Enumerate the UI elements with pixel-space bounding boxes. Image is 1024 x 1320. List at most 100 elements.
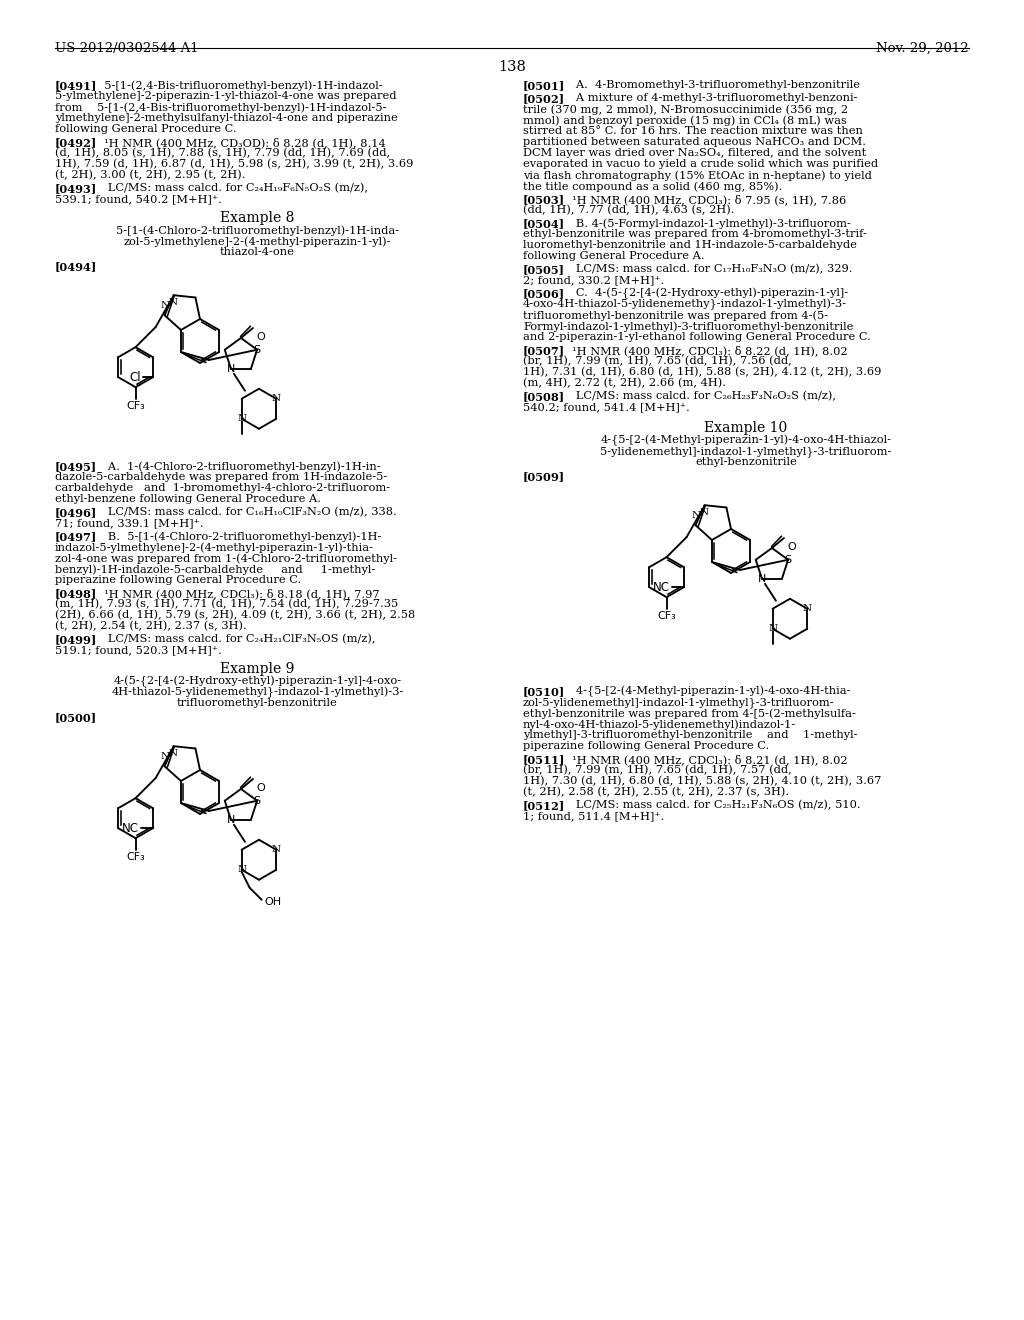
Text: (t, 2H), 3.00 (t, 2H), 2.95 (t, 2H).: (t, 2H), 3.00 (t, 2H), 2.95 (t, 2H). (55, 170, 246, 181)
Text: from    5-[1-(2,4-Bis-trifluoromethyl-benzyl)-1H-indazol-5-: from 5-[1-(2,4-Bis-trifluoromethyl-benzy… (55, 102, 386, 112)
Text: 4-{5-[2-(4-Methyl-piperazin-1-yl)-4-oxo-4H-thia-: 4-{5-[2-(4-Methyl-piperazin-1-yl)-4-oxo-… (565, 686, 851, 697)
Text: (dd, 1H), 7.77 (dd, 1H), 4.63 (s, 2H).: (dd, 1H), 7.77 (dd, 1H), 4.63 (s, 2H). (523, 205, 734, 215)
Text: [0504]: [0504] (523, 218, 565, 228)
Text: [0497]: [0497] (55, 531, 97, 543)
Text: and 2-piperazin-1-yl-ethanol following General Procedure C.: and 2-piperazin-1-yl-ethanol following G… (523, 333, 870, 342)
Text: C.  4-(5-{2-[4-(2-Hydroxy-ethyl)-piperazin-1-yl]-: C. 4-(5-{2-[4-(2-Hydroxy-ethyl)-piperazi… (565, 288, 848, 300)
Text: N: N (160, 752, 169, 762)
Text: N: N (226, 364, 236, 374)
Text: LC/MS: mass calcd. for C₂₄H₂₁ClF₃N₅OS (m/z),: LC/MS: mass calcd. for C₂₄H₂₁ClF₃N₅OS (m… (97, 634, 376, 644)
Text: Example 9: Example 9 (220, 663, 295, 676)
Text: B. 4-(5-Formyl-indazol-1-ylmethyl)-3-trifluorom-: B. 4-(5-Formyl-indazol-1-ylmethyl)-3-tri… (565, 218, 851, 228)
Text: LC/MS: mass calcd. for C₁₆H₁₀ClF₃N₂O (m/z), 338.: LC/MS: mass calcd. for C₁₆H₁₀ClF₃N₂O (m/… (97, 507, 396, 517)
Text: ¹H NMR (400 MHz, CDCl₃): δ 8.22 (d, 1H), 8.02: ¹H NMR (400 MHz, CDCl₃): δ 8.22 (d, 1H),… (565, 345, 848, 356)
Text: (m, 4H), 2.72 (t, 2H), 2.66 (m, 4H).: (m, 4H), 2.72 (t, 2H), 2.66 (m, 4H). (523, 378, 726, 388)
Text: [0493]: [0493] (55, 183, 97, 194)
Text: US 2012/0302544 A1: US 2012/0302544 A1 (55, 42, 199, 55)
Text: 1H), 7.59 (d, 1H), 6.87 (d, 1H), 5.98 (s, 2H), 3.99 (t, 2H), 3.69: 1H), 7.59 (d, 1H), 6.87 (d, 1H), 5.98 (s… (55, 158, 414, 169)
Text: thiazol-4-one: thiazol-4-one (220, 247, 295, 257)
Text: luoromethyl-benzonitrile and 1H-indazole-5-carbaldehyde: luoromethyl-benzonitrile and 1H-indazole… (523, 240, 857, 249)
Text: [0501]: [0501] (523, 81, 565, 91)
Text: ¹H NMR (400 MHz, CDCl₃): δ 7.95 (s, 1H), 7.86: ¹H NMR (400 MHz, CDCl₃): δ 7.95 (s, 1H),… (565, 194, 846, 205)
Text: following General Procedure C.: following General Procedure C. (55, 124, 237, 135)
Text: DCM layer was dried over Na₂SO₄, filtered, and the solvent: DCM layer was dried over Na₂SO₄, filtere… (523, 148, 866, 158)
Text: ethyl-benzonitrile was prepared from 4-[5-(2-methylsulfa-: ethyl-benzonitrile was prepared from 4-[… (523, 708, 856, 718)
Text: ¹H NMR (400 MHz, CD₃OD): δ 8.28 (d, 1H), 8.14: ¹H NMR (400 MHz, CD₃OD): δ 8.28 (d, 1H),… (97, 137, 386, 148)
Text: LC/MS: mass calcd. for C₂₄H₁₉F₆N₅O₂S (m/z),: LC/MS: mass calcd. for C₂₄H₁₉F₆N₅O₂S (m/… (97, 183, 368, 193)
Text: 5-[1-(2,4-Bis-trifluoromethyl-benzyl)-1H-indazol-: 5-[1-(2,4-Bis-trifluoromethyl-benzyl)-1H… (97, 81, 383, 91)
Text: nyl-4-oxo-4H-thiazol-5-ylidenemethyl)indazol-1-: nyl-4-oxo-4H-thiazol-5-ylidenemethyl)ind… (523, 719, 797, 730)
Text: 5-[1-(4-Chloro-2-trifluoromethyl-benzyl)-1H-inda-: 5-[1-(4-Chloro-2-trifluoromethyl-benzyl)… (116, 224, 399, 235)
Text: CF₃: CF₃ (126, 853, 145, 862)
Text: [0505]: [0505] (523, 264, 565, 275)
Text: Example 8: Example 8 (220, 211, 295, 224)
Text: Example 10: Example 10 (705, 421, 787, 436)
Text: Nov. 29, 2012: Nov. 29, 2012 (877, 42, 969, 55)
Text: [0506]: [0506] (523, 288, 565, 300)
Text: trifluoromethyl-benzonitrile: trifluoromethyl-benzonitrile (177, 698, 338, 708)
Text: 71; found, 339.1 [M+H]⁺.: 71; found, 339.1 [M+H]⁺. (55, 517, 204, 528)
Text: B.  5-[1-(4-Chloro-2-trifluoromethyl-benzyl)-1H-: B. 5-[1-(4-Chloro-2-trifluoromethyl-benz… (97, 531, 381, 541)
Text: (2H), 6.66 (d, 1H), 5.79 (s, 2H), 4.09 (t, 2H), 3.66 (t, 2H), 2.58: (2H), 6.66 (d, 1H), 5.79 (s, 2H), 4.09 (… (55, 610, 416, 620)
Text: [0496]: [0496] (55, 507, 97, 517)
Text: LC/MS: mass calcd. for C₁₇H₁₀F₃N₃O (m/z), 329.: LC/MS: mass calcd. for C₁₇H₁₀F₃N₃O (m/z)… (565, 264, 853, 275)
Text: (t, 2H), 2.58 (t, 2H), 2.55 (t, 2H), 2.37 (s, 3H).: (t, 2H), 2.58 (t, 2H), 2.55 (t, 2H), 2.3… (523, 787, 790, 797)
Text: ethyl-benzene following General Procedure A.: ethyl-benzene following General Procedur… (55, 494, 321, 504)
Text: [0510]: [0510] (523, 686, 565, 697)
Text: S: S (254, 345, 261, 355)
Text: O: O (256, 333, 264, 342)
Text: ¹H NMR (400 MHz, CDCl₃): δ 8.18 (d, 1H), 7.97: ¹H NMR (400 MHz, CDCl₃): δ 8.18 (d, 1H),… (97, 587, 380, 599)
Text: [0502]: [0502] (523, 92, 565, 104)
Text: ylmethylene]-2-methylsulfanyl-thiazol-4-one and piperazine: ylmethylene]-2-methylsulfanyl-thiazol-4-… (55, 114, 397, 123)
Text: ylmethyl]-3-trifluoromethyl-benzonitrile    and    1-methyl-: ylmethyl]-3-trifluoromethyl-benzonitrile… (523, 730, 857, 741)
Text: [0503]: [0503] (523, 194, 565, 205)
Text: trifluoromethyl-benzonitrile was prepared from 4-(5-: trifluoromethyl-benzonitrile was prepare… (523, 310, 828, 321)
Text: carbaldehyde   and  1-bromomethyl-4-chloro-2-trifluorom-: carbaldehyde and 1-bromomethyl-4-chloro-… (55, 483, 390, 492)
Text: O: O (787, 543, 796, 552)
Text: mmol) and benzoyl peroxide (15 mg) in CCl₄ (8 mL) was: mmol) and benzoyl peroxide (15 mg) in CC… (523, 115, 847, 125)
Text: (d, 1H), 8.05 (s, 1H), 7.88 (s, 1H), 7.79 (dd, 1H), 7.69 (dd,: (d, 1H), 8.05 (s, 1H), 7.88 (s, 1H), 7.7… (55, 148, 390, 158)
Text: [0495]: [0495] (55, 461, 97, 473)
Text: N: N (271, 845, 281, 854)
Text: [0494]: [0494] (55, 261, 97, 272)
Text: 4-{5-[2-(4-Methyl-piperazin-1-yl)-4-oxo-4H-thiazol-: 4-{5-[2-(4-Methyl-piperazin-1-yl)-4-oxo-… (600, 436, 892, 446)
Text: 138: 138 (498, 59, 526, 74)
Text: piperazine following General Procedure C.: piperazine following General Procedure C… (55, 576, 301, 585)
Text: [0500]: [0500] (55, 711, 97, 723)
Text: trile (370 mg, 2 mmol), N-Bromosuccinimide (356 mg, 2: trile (370 mg, 2 mmol), N-Bromosuccinimi… (523, 104, 848, 115)
Text: (m, 1H), 7.93 (s, 1H), 7.71 (d, 1H), 7.54 (dd, 1H), 7.29-7.35: (m, 1H), 7.93 (s, 1H), 7.71 (d, 1H), 7.5… (55, 599, 398, 610)
Text: N: N (238, 414, 246, 424)
Text: zol-5-ylmethylene]-2-(4-methyl-piperazin-1-yl)-: zol-5-ylmethylene]-2-(4-methyl-piperazin… (124, 236, 391, 247)
Text: zol-4-one was prepared from 1-(4-Chloro-2-trifluoromethyl-: zol-4-one was prepared from 1-(4-Chloro-… (55, 553, 397, 564)
Text: the title compound as a solid (460 mg, 85%).: the title compound as a solid (460 mg, 8… (523, 181, 782, 191)
Text: ethyl-benzonitrile: ethyl-benzonitrile (695, 457, 797, 467)
Text: 4H-thiazol-5-ylidenemethyl}-indazol-1-ylmethyl)-3-: 4H-thiazol-5-ylidenemethyl}-indazol-1-yl… (112, 686, 403, 698)
Text: Formyl-indazol-1-ylmethyl)-3-trifluoromethyl-benzonitrile: Formyl-indazol-1-ylmethyl)-3-trifluorome… (523, 321, 853, 331)
Text: [0492]: [0492] (55, 137, 97, 148)
Text: 1; found, 511.4 [M+H]⁺.: 1; found, 511.4 [M+H]⁺. (523, 810, 665, 821)
Text: [0509]: [0509] (523, 471, 565, 482)
Text: indazol-5-ylmethylene]-2-(4-methyl-piperazin-1-yl)-thia-: indazol-5-ylmethylene]-2-(4-methyl-piper… (55, 543, 374, 553)
Text: piperazine following General Procedure C.: piperazine following General Procedure C… (523, 741, 769, 751)
Text: CF₃: CF₃ (657, 611, 676, 622)
Text: (t, 2H), 2.54 (t, 2H), 2.37 (s, 3H).: (t, 2H), 2.54 (t, 2H), 2.37 (s, 3H). (55, 620, 247, 631)
Text: 539.1; found, 540.2 [M+H]⁺.: 539.1; found, 540.2 [M+H]⁺. (55, 194, 222, 205)
Text: N: N (169, 298, 178, 308)
Text: [0491]: [0491] (55, 81, 97, 91)
Text: evaporated in vacuo to yield a crude solid which was purified: evaporated in vacuo to yield a crude sol… (523, 158, 879, 169)
Text: partitioned between saturated aqueous NaHCO₃ and DCM.: partitioned between saturated aqueous Na… (523, 137, 866, 147)
Text: S: S (784, 554, 792, 565)
Text: zol-5-ylidenemethyl]-indazol-1-ylmethyl}-3-trifluorom-: zol-5-ylidenemethyl]-indazol-1-ylmethyl}… (523, 697, 835, 708)
Text: 4-(5-{2-[4-(2-Hydroxy-ethyl)-piperazin-1-yl]-4-oxo-: 4-(5-{2-[4-(2-Hydroxy-ethyl)-piperazin-1… (114, 676, 401, 688)
Text: following General Procedure A.: following General Procedure A. (523, 251, 705, 261)
Text: 4-oxo-4H-thiazol-5-ylidenemethy}-indazol-1-ylmethyl)-3-: 4-oxo-4H-thiazol-5-ylidenemethy}-indazol… (523, 300, 847, 310)
Text: N: N (768, 624, 777, 634)
Text: 1H), 7.31 (d, 1H), 6.80 (d, 1H), 5.88 (s, 2H), 4.12 (t, 2H), 3.69: 1H), 7.31 (d, 1H), 6.80 (d, 1H), 5.88 (s… (523, 367, 882, 378)
Text: CF₃: CF₃ (126, 401, 145, 412)
Text: 5-ylmethylene]-2-piperazin-1-yl-thiazol-4-one was prepared: 5-ylmethylene]-2-piperazin-1-yl-thiazol-… (55, 91, 396, 102)
Text: [0507]: [0507] (523, 345, 565, 356)
Text: via flash chromatography (15% EtOAc in n-heptane) to yield: via flash chromatography (15% EtOAc in n… (523, 170, 871, 181)
Text: 1H), 7.30 (d, 1H), 6.80 (d, 1H), 5.88 (s, 2H), 4.10 (t, 2H), 3.67: 1H), 7.30 (d, 1H), 6.80 (d, 1H), 5.88 (s… (523, 776, 882, 787)
Text: N: N (758, 574, 766, 583)
Text: N: N (226, 814, 236, 825)
